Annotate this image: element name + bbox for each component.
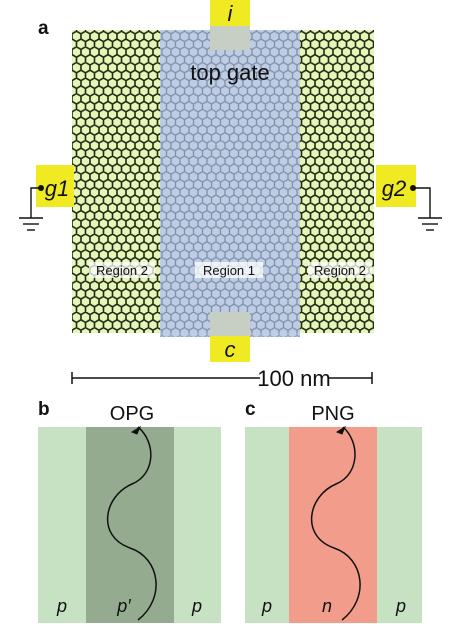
panel-a-letter: a xyxy=(38,18,49,39)
panel-b-letter: b xyxy=(38,399,50,420)
terminal-c-box xyxy=(210,336,250,362)
region-center-bg xyxy=(195,262,263,278)
region-left-label: Region 2 xyxy=(96,263,148,278)
contact-bottom-pad xyxy=(210,312,250,336)
panel-c-arrowhead-icon xyxy=(335,425,347,435)
terminal-i-label: i xyxy=(228,1,234,26)
panel-b-label-right: p xyxy=(191,596,202,616)
terminal-i-box xyxy=(210,0,250,26)
region-right-label: Region 2 xyxy=(314,263,366,278)
scale-bar-label: 100 nm xyxy=(257,366,330,391)
panel-b-label-center: p′ xyxy=(116,596,131,616)
terminal-g1-label: g1 xyxy=(45,176,69,201)
panel-c-letter: c xyxy=(245,399,256,420)
ground-right-icon xyxy=(413,187,442,231)
scale-bar xyxy=(71,372,373,384)
panel-b-label-left: p xyxy=(56,596,67,616)
panel-c-region-left xyxy=(245,427,289,623)
panel-b-region-left xyxy=(38,427,86,623)
region-center-label: Region 1 xyxy=(203,263,255,278)
panel-c-label-left: p xyxy=(261,596,272,616)
region-right-bg xyxy=(308,262,372,278)
top-gate xyxy=(160,30,300,337)
terminal-c-label: c xyxy=(225,337,236,362)
terminal-g2-label: g2 xyxy=(382,176,406,201)
contact-top-pad xyxy=(210,26,250,50)
panel-b-trajectory xyxy=(106,426,157,621)
top-gate-label: top gate xyxy=(190,60,270,85)
panel-c-label-right: p xyxy=(395,596,406,616)
panel-c-trajectory xyxy=(310,426,361,621)
region-left-bg xyxy=(89,262,155,278)
panel-b-region-center xyxy=(86,427,174,623)
ground-left-icon xyxy=(19,187,43,231)
panel-c-region-right xyxy=(377,427,422,623)
terminal-g2-box xyxy=(376,165,416,207)
panel-b-title: OPG xyxy=(110,403,154,425)
panel-c-title: PNG xyxy=(311,403,354,425)
panel-c-label-center: n xyxy=(322,596,332,616)
panel-b-region-right xyxy=(174,427,221,623)
panel-c-region-center xyxy=(289,427,377,623)
panel-b-arrowhead-icon xyxy=(130,425,142,435)
